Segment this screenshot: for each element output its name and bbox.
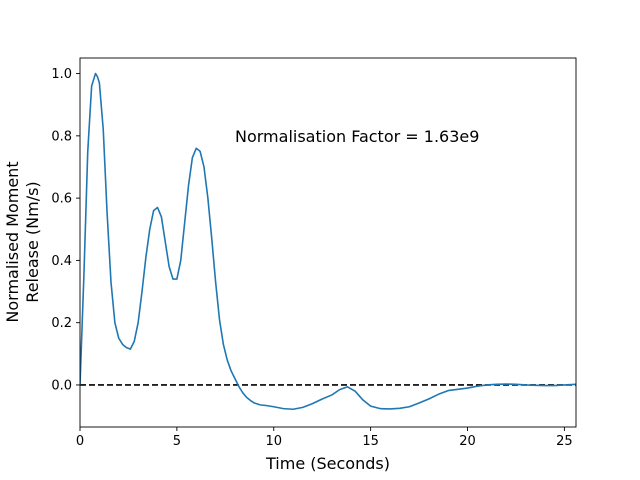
y-tick-label-5: 0.8: [51, 129, 72, 144]
x-tick-label-15: 15: [362, 434, 379, 449]
x-tick-label-25: 25: [556, 434, 573, 449]
y-tick-label-4: 0.6: [51, 192, 72, 207]
plot-frame: [79, 57, 577, 428]
plot-area: 0 5 10 15 20 25 0.0 0.2 0.4 0.6 0.8 1.0: [51, 57, 577, 449]
x-tick-label-20: 20: [459, 434, 476, 449]
y-tick-label-2: 0.2: [51, 316, 72, 331]
y-tick-label-3: 0.4: [51, 254, 72, 269]
x-tick-label-5: 5: [173, 434, 181, 449]
y-axis-label-line-1: Normalised Moment: [3, 161, 22, 322]
x-tick-label-0: 0: [76, 434, 84, 449]
y-axis-label-line-2: Release (Nm/s): [23, 181, 42, 302]
x-tick-label-10: 10: [265, 434, 282, 449]
x-axis-label: Time (Seconds): [265, 454, 390, 473]
normalisation-annotation: Normalisation Factor = 1.63e9: [235, 127, 479, 146]
y-tick-label-1: 0.0: [51, 378, 72, 393]
series-line-0: [80, 72, 576, 411]
y-tick-label-6: 1.0: [51, 67, 72, 82]
